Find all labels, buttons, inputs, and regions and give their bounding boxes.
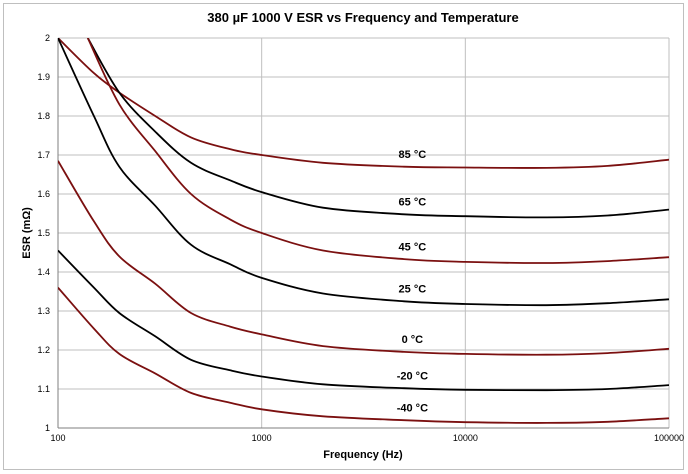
series-label-1: 85 °C [399, 149, 427, 161]
y-tick-label: 1.4 [37, 267, 50, 277]
y-tick-label: 1.6 [37, 189, 50, 199]
series-labels: 85 °C 65 °C 45 °C 25 °C 0 °C -20 °C -40 °C [397, 149, 428, 415]
series-label-2: 65 °C [399, 197, 427, 209]
series-line-5 [58, 160, 669, 356]
y-tick-label: 1.5 [37, 228, 50, 238]
series-lines [58, 38, 669, 424]
series-label-7: -40 °C [397, 402, 428, 414]
y-tick-label: 1.8 [37, 111, 50, 121]
y-tick-label: 1 [45, 423, 50, 433]
y-tick-label: 1.1 [37, 384, 50, 394]
series-line-6 [58, 249, 669, 392]
series-line-2 [87, 38, 669, 219]
series-label-5: 0 °C [402, 334, 424, 346]
series-line-1 [58, 38, 669, 169]
y-tick-label: 1.7 [37, 150, 50, 160]
x-tick-label: 100000 [654, 433, 684, 443]
x-tick-label: 100 [50, 433, 65, 443]
tick-labels: 1 1.1 1.2 1.3 1.4 1.5 1.6 1.7 1.8 1.9 2 100 1000 1000… [37, 33, 684, 443]
x-tick-label: 10000 [453, 433, 478, 443]
chart-title: 380 µF 1000 V ESR vs Frequency and Tempe… [207, 10, 518, 25]
x-axis-title: Frequency (Hz) [323, 449, 403, 461]
series-line-7 [58, 287, 669, 424]
y-tick-label: 1.3 [37, 306, 50, 316]
chart-frame [3, 3, 684, 470]
y-tick-label: 2 [45, 33, 50, 43]
y-tick-label: 1.9 [37, 72, 50, 82]
series-label-6: -20 °C [397, 370, 428, 382]
y-axis-title: ESR (mΩ) [21, 207, 33, 259]
y-tick-label: 1.2 [37, 345, 50, 355]
x-tick-label: 1000 [252, 433, 272, 443]
series-line-3 [86, 38, 669, 264]
axes [57, 38, 669, 429]
grid [57, 37, 670, 429]
series-label-3: 45 °C [399, 242, 427, 254]
series-line-4 [58, 38, 669, 307]
series-label-4: 25 °C [399, 284, 427, 296]
